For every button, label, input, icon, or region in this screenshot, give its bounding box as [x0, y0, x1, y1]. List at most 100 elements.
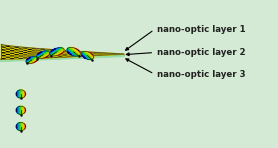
Polygon shape [49, 50, 54, 51]
Polygon shape [45, 57, 49, 58]
Polygon shape [49, 49, 54, 50]
Polygon shape [6, 48, 10, 50]
Polygon shape [63, 53, 67, 54]
Polygon shape [49, 55, 54, 56]
Polygon shape [41, 53, 50, 58]
Polygon shape [41, 57, 45, 58]
Polygon shape [54, 52, 58, 53]
Polygon shape [41, 56, 45, 57]
Polygon shape [16, 125, 17, 128]
Polygon shape [10, 54, 14, 55]
Polygon shape [23, 53, 28, 54]
Polygon shape [0, 55, 124, 61]
Polygon shape [41, 50, 45, 51]
Polygon shape [32, 51, 36, 52]
Polygon shape [67, 52, 71, 53]
Polygon shape [71, 54, 76, 55]
Polygon shape [36, 51, 48, 58]
Polygon shape [36, 52, 41, 53]
Polygon shape [19, 48, 23, 50]
Polygon shape [49, 54, 54, 55]
Polygon shape [58, 52, 63, 53]
Polygon shape [67, 53, 71, 54]
Polygon shape [93, 54, 98, 55]
Polygon shape [76, 56, 80, 57]
Polygon shape [28, 51, 32, 52]
Polygon shape [36, 51, 45, 56]
Polygon shape [67, 48, 77, 56]
Polygon shape [36, 49, 41, 51]
Polygon shape [24, 107, 25, 114]
Polygon shape [85, 52, 89, 53]
Polygon shape [80, 55, 85, 56]
Polygon shape [19, 49, 23, 51]
Polygon shape [36, 53, 41, 54]
Polygon shape [23, 55, 28, 57]
Polygon shape [0, 54, 124, 60]
Polygon shape [45, 51, 49, 52]
Polygon shape [45, 54, 49, 55]
Polygon shape [63, 55, 67, 56]
Polygon shape [19, 53, 23, 54]
Polygon shape [14, 48, 19, 49]
Polygon shape [50, 48, 59, 54]
Polygon shape [63, 52, 67, 53]
Polygon shape [19, 57, 23, 58]
Polygon shape [80, 56, 85, 57]
Polygon shape [49, 51, 54, 52]
Polygon shape [111, 53, 115, 54]
Polygon shape [54, 55, 58, 56]
Polygon shape [36, 51, 41, 53]
Polygon shape [63, 52, 67, 53]
Polygon shape [71, 54, 76, 55]
Polygon shape [89, 52, 93, 53]
Polygon shape [58, 56, 63, 57]
Polygon shape [41, 53, 45, 54]
Polygon shape [89, 52, 93, 53]
Polygon shape [71, 52, 76, 53]
Polygon shape [63, 51, 67, 52]
Polygon shape [32, 53, 36, 54]
Polygon shape [54, 54, 58, 55]
Polygon shape [41, 53, 45, 54]
Polygon shape [22, 90, 24, 98]
Polygon shape [71, 55, 76, 56]
Polygon shape [28, 57, 38, 63]
Polygon shape [76, 51, 80, 52]
Polygon shape [14, 58, 19, 59]
Polygon shape [19, 52, 23, 53]
Polygon shape [14, 49, 19, 50]
Polygon shape [37, 52, 42, 55]
Polygon shape [10, 57, 14, 58]
Polygon shape [14, 57, 19, 58]
Polygon shape [17, 107, 18, 114]
Polygon shape [82, 52, 91, 59]
Polygon shape [41, 55, 45, 56]
Polygon shape [50, 48, 64, 56]
Polygon shape [85, 55, 89, 56]
Polygon shape [23, 50, 28, 51]
Polygon shape [36, 54, 41, 55]
Polygon shape [32, 54, 36, 55]
Polygon shape [68, 51, 72, 55]
Polygon shape [76, 53, 80, 54]
Polygon shape [36, 48, 41, 50]
Polygon shape [19, 58, 23, 59]
Polygon shape [83, 52, 93, 59]
Polygon shape [80, 53, 85, 54]
Polygon shape [76, 54, 80, 55]
Polygon shape [16, 92, 17, 96]
Polygon shape [45, 49, 49, 50]
Polygon shape [23, 58, 28, 59]
Polygon shape [67, 56, 71, 57]
Polygon shape [0, 56, 124, 61]
Polygon shape [85, 54, 89, 55]
Polygon shape [1, 46, 6, 48]
Polygon shape [93, 52, 98, 53]
Polygon shape [27, 57, 37, 63]
Polygon shape [23, 54, 28, 55]
Polygon shape [19, 54, 23, 55]
Polygon shape [6, 47, 10, 49]
Polygon shape [32, 48, 36, 49]
Polygon shape [71, 51, 76, 52]
